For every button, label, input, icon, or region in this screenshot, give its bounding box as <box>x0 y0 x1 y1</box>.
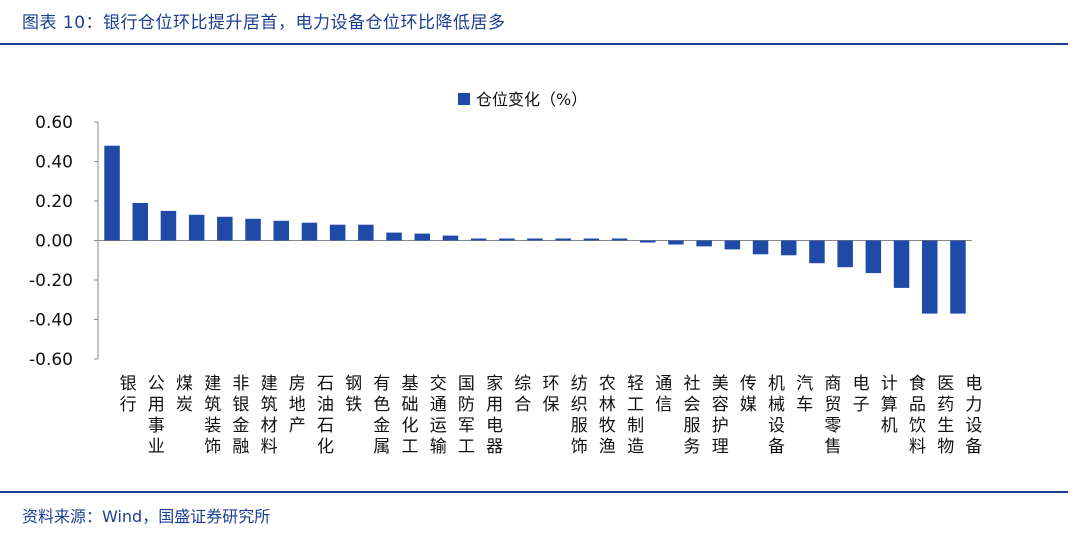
x-tick-label: 交通运输 <box>430 374 447 457</box>
x-tick-label: 社会服务 <box>684 374 701 457</box>
x-tick-label: 房地产 <box>289 374 306 436</box>
x-tick-label: 公用事业 <box>148 374 165 457</box>
x-tick-label: 家用电器 <box>486 374 503 457</box>
source-note: 资料来源：Wind，国盛证券研究所 <box>22 507 271 526</box>
legend-swatch <box>458 93 470 105</box>
y-tick-label: -0.60 <box>29 350 73 370</box>
bar <box>414 233 430 241</box>
bar <box>188 214 205 241</box>
legend-label: 仓位变化（%） <box>476 90 587 109</box>
x-tick-label: 电力设备 <box>965 374 982 457</box>
x-tick-label: 综合 <box>514 374 531 415</box>
bar <box>301 222 318 241</box>
bar <box>752 240 769 255</box>
bar <box>809 240 825 264</box>
y-tick-label: 0.60 <box>35 113 73 133</box>
x-tick-label: 轻工制造 <box>627 374 644 457</box>
x-tick-label: 煤炭 <box>176 374 193 415</box>
bar <box>724 240 741 250</box>
bar <box>132 203 148 241</box>
x-tick-label: 传媒 <box>740 374 757 415</box>
bar <box>104 145 120 241</box>
y-tick-label: -0.40 <box>29 311 73 331</box>
bar <box>160 210 177 241</box>
bars <box>104 145 966 314</box>
bar <box>611 238 628 241</box>
x-tick-label: 通信 <box>655 374 672 415</box>
x-tick-label: 纺织服饰 <box>571 374 588 457</box>
x-tick-label: 汽车 <box>796 374 813 415</box>
x-tick-label: 机械设备 <box>768 374 785 457</box>
bar <box>696 240 712 247</box>
bar <box>245 218 261 241</box>
bar <box>442 235 459 241</box>
bar <box>583 238 600 241</box>
bar <box>781 240 797 256</box>
x-tick-label: 计算机 <box>881 374 898 436</box>
legend: 仓位变化（%） <box>458 90 587 109</box>
bar <box>837 240 853 268</box>
bar <box>358 224 374 241</box>
y-tick-label: 0.00 <box>35 232 73 252</box>
bar <box>555 238 571 241</box>
x-tick-label: 农林牧渔 <box>599 374 616 457</box>
bar <box>470 238 487 241</box>
x-tick-label: 医药生物 <box>937 374 954 457</box>
x-tick-label: 有色金属 <box>373 374 390 457</box>
bar <box>950 240 966 314</box>
x-tick-label: 建筑材料 <box>261 374 278 457</box>
bar <box>922 240 938 314</box>
top-divider <box>0 43 1068 45</box>
bar-chart: 仓位变化（%） 0.600.400.200.00-0.20-0.40-0.60 … <box>29 90 983 457</box>
x-tick-label: 银行 <box>120 374 137 415</box>
bar <box>865 240 882 274</box>
x-tick-label: 商贸零售 <box>824 374 841 457</box>
x-tick-labels: 银行公用事业煤炭建筑装饰非银金融建筑材料房地产石油石化钢铁有色金属基础化工交通运… <box>120 374 983 457</box>
x-tick-label: 环保 <box>543 374 560 415</box>
bar <box>273 220 289 241</box>
y-tick-label: -0.20 <box>29 271 73 291</box>
bottom-divider <box>0 491 1068 493</box>
x-tick-label: 食品饮料 <box>909 374 926 457</box>
x-tick-label: 基础化工 <box>402 374 419 457</box>
x-tick-label: 电子 <box>853 374 870 415</box>
bar <box>668 240 684 245</box>
bar <box>640 240 656 243</box>
x-tick-label: 国防军工 <box>458 374 475 457</box>
x-tick-label: 石油石化 <box>317 374 334 457</box>
x-tick-label: 美容护理 <box>712 374 729 457</box>
bar <box>217 216 233 241</box>
bar <box>893 240 910 288</box>
x-tick-label: 非银金融 <box>232 374 249 457</box>
axes: 0.60 0.40 0.20 0.00 -0.20 -0.40 -0.60 <box>29 113 972 370</box>
chart-title: 图表 10：银行仓位环比提升居首，电力设备仓位环比降低居多 <box>22 13 506 33</box>
bar <box>527 238 543 241</box>
x-tick-label: 钢铁 <box>345 374 362 415</box>
x-tick-label: 建筑装饰 <box>204 374 221 457</box>
bar <box>499 238 515 241</box>
bar <box>329 224 346 241</box>
y-tick-label: 0.40 <box>35 153 73 173</box>
bar <box>386 232 402 241</box>
y-tick-label: 0.20 <box>35 192 73 212</box>
